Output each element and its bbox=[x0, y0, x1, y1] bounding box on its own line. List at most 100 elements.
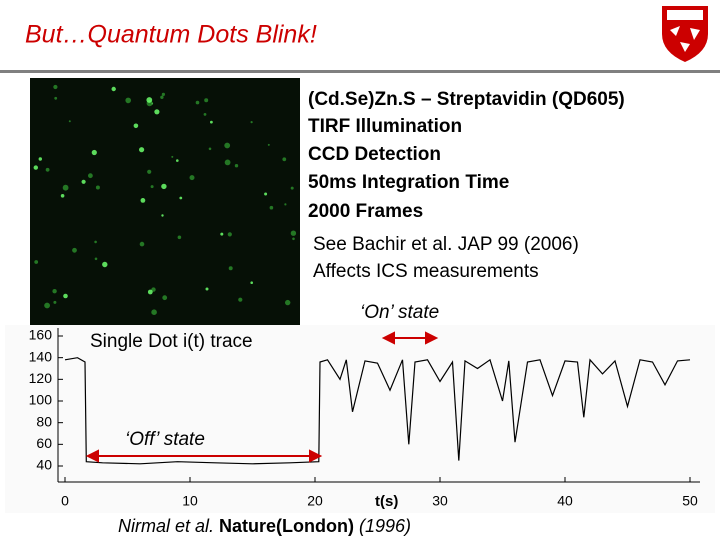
annotation: ‘On’ state bbox=[360, 302, 439, 323]
spot bbox=[72, 247, 77, 253]
spot bbox=[210, 120, 213, 124]
y-tick-label: 60 bbox=[36, 435, 52, 451]
spot bbox=[140, 198, 146, 203]
y-tick-label: 40 bbox=[36, 457, 52, 473]
spot bbox=[284, 203, 287, 206]
spot bbox=[203, 113, 207, 116]
spot bbox=[228, 266, 233, 271]
spot bbox=[264, 192, 268, 196]
annotation: ‘Off’ state bbox=[125, 429, 205, 450]
detail-line: 2000 Frames bbox=[308, 201, 423, 222]
spot bbox=[151, 287, 156, 292]
annotation: Single Dot i(t) trace bbox=[90, 331, 253, 352]
spot bbox=[147, 169, 152, 174]
spot bbox=[177, 235, 182, 240]
spot bbox=[60, 194, 65, 198]
spot bbox=[95, 185, 100, 190]
title-rule bbox=[0, 70, 720, 73]
spot bbox=[34, 260, 39, 264]
spot bbox=[204, 98, 209, 103]
fluorescence-image bbox=[30, 78, 300, 325]
detail-line: 50ms Integration Time bbox=[308, 172, 509, 193]
y-tick-label: 80 bbox=[36, 413, 52, 429]
y-tick-label: 100 bbox=[29, 392, 53, 408]
x-tick-label: 50 bbox=[682, 493, 698, 509]
detail-line: CCD Detection bbox=[308, 144, 441, 165]
spot bbox=[102, 261, 108, 268]
arrows bbox=[85, 331, 439, 463]
chart: 40 60 80 100 120 140 160 0 10 20 30 40 50 bbox=[29, 327, 700, 509]
spot bbox=[52, 289, 57, 294]
x-tick-label: 20 bbox=[307, 493, 323, 509]
spot bbox=[139, 147, 145, 153]
y-tick-label: 160 bbox=[29, 327, 53, 343]
spot bbox=[267, 143, 270, 146]
spot bbox=[81, 179, 86, 184]
spot bbox=[125, 97, 131, 104]
spot bbox=[160, 95, 164, 100]
spot bbox=[139, 241, 145, 247]
spot bbox=[269, 205, 274, 210]
x-tick-label: 40 bbox=[557, 493, 573, 509]
spot bbox=[53, 84, 58, 90]
spot bbox=[250, 281, 253, 285]
y-tick-label: 140 bbox=[29, 348, 53, 364]
y-tick-label: 120 bbox=[29, 370, 53, 386]
detail-line: TIRF Illumination bbox=[308, 116, 462, 137]
spot bbox=[33, 165, 38, 170]
x-tick-label: 0 bbox=[61, 493, 69, 509]
spot bbox=[290, 230, 297, 236]
x-axis-label: t(s) bbox=[375, 493, 398, 510]
spot bbox=[227, 232, 232, 237]
spot bbox=[147, 289, 153, 295]
spot bbox=[224, 159, 231, 166]
citation-part: (1996) bbox=[354, 516, 411, 536]
title: But…Quantum Dots Blink! bbox=[25, 21, 317, 49]
citation-part: Nature(London) bbox=[219, 516, 354, 536]
spot bbox=[88, 173, 93, 179]
spot bbox=[53, 300, 57, 304]
x-tick-label: 30 bbox=[432, 493, 448, 509]
trace bbox=[64, 357, 691, 465]
spot bbox=[161, 92, 165, 96]
spot bbox=[151, 309, 157, 316]
citation: Nirmal et al. Nature(London) (1996) bbox=[118, 516, 411, 536]
spot bbox=[282, 157, 287, 162]
spot bbox=[195, 100, 200, 105]
detail-line: (Cd.Se)Zn.S – Streptavidin (QD605) bbox=[308, 89, 625, 110]
spot bbox=[146, 97, 153, 103]
spot bbox=[91, 149, 97, 156]
logo bbox=[662, 6, 708, 62]
spot bbox=[161, 183, 167, 190]
spot bbox=[290, 186, 294, 190]
spot bbox=[205, 287, 209, 291]
spot bbox=[154, 109, 160, 115]
spot bbox=[176, 159, 179, 162]
note-line: Affects ICS measurements bbox=[313, 261, 539, 282]
spot bbox=[250, 121, 253, 124]
fluorescence-spots bbox=[33, 84, 297, 316]
spot bbox=[224, 142, 231, 149]
spot bbox=[162, 295, 168, 301]
spot bbox=[44, 302, 50, 309]
spot bbox=[220, 232, 224, 236]
spot bbox=[171, 155, 174, 158]
spot bbox=[54, 96, 58, 100]
spot bbox=[179, 196, 183, 200]
spot bbox=[45, 167, 50, 172]
chart-background bbox=[5, 325, 715, 513]
note-line: See Bachir et al. JAP 99 (2006) bbox=[313, 234, 579, 255]
spot bbox=[292, 237, 295, 241]
spot bbox=[133, 123, 139, 129]
spot bbox=[285, 299, 291, 306]
spot bbox=[161, 214, 164, 217]
spot bbox=[94, 240, 97, 244]
spot bbox=[189, 175, 195, 181]
spot bbox=[238, 297, 243, 302]
spot bbox=[38, 157, 42, 161]
spot bbox=[150, 185, 154, 189]
spot bbox=[208, 147, 212, 151]
spot bbox=[234, 164, 239, 168]
spot bbox=[94, 257, 98, 261]
